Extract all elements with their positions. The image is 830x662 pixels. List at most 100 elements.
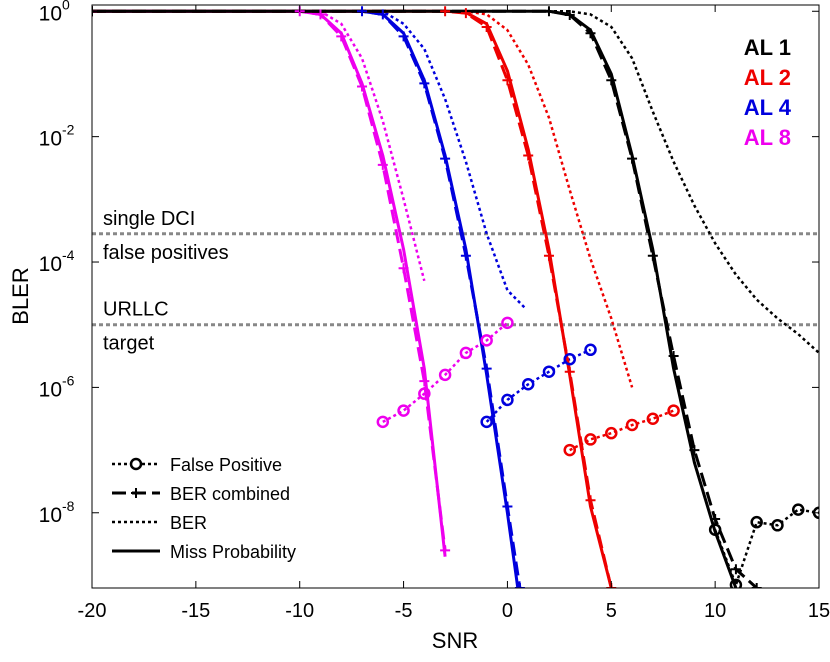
legend-style-label-0: False Positive (170, 455, 282, 475)
false-positive-marker-11-2 (605, 426, 618, 440)
plus-marker-13-1 (543, 6, 554, 17)
y-tick-label-1: 10 (39, 128, 62, 151)
y-tick-exponent-4: -8 (62, 498, 75, 514)
plus-marker-5-9 (514, 583, 525, 588)
plus-marker-9-2 (460, 8, 471, 19)
reference-labels: single DCI false positives URLLC target (103, 208, 229, 355)
plus-marker-1-6 (398, 263, 409, 274)
false-positive-marker-7-2 (521, 378, 535, 391)
series-line-al1-ber (92, 10, 819, 354)
false-positive-marker-15-0 (708, 523, 722, 536)
false-positive-marker-7-3 (542, 365, 556, 378)
false-positive-marker-3-5 (480, 334, 493, 347)
reference-label-top-1: URLLC (103, 299, 169, 321)
legend-style-label-1: BER combined (170, 484, 290, 504)
plus-marker-9-4 (502, 75, 513, 86)
series-line-al2-ber (92, 10, 634, 388)
false-positive-marker-7-5 (584, 343, 597, 357)
plus-marker-5-4 (419, 78, 430, 89)
legend-style-marker-1 (131, 488, 141, 498)
y-tick-exponent-1: -2 (62, 122, 75, 138)
plus-marker-13-7 (668, 351, 679, 362)
plus-marker-1-4 (357, 81, 368, 92)
plot-frame (91, 4, 820, 589)
al-legend: AL 1 AL 2 AL 4 AL 8 (744, 35, 792, 150)
x-tick-label-5: 5 (606, 600, 617, 622)
plus-marker-13-6 (647, 250, 658, 261)
false-positive-marker-3-4 (459, 346, 473, 360)
false-positive-marker-3-6 (501, 316, 514, 330)
y-tick-exponent-2: -4 (62, 247, 75, 263)
reference-label-bottom-1: target (103, 333, 155, 355)
x-axis-label: SNR (432, 628, 478, 653)
plus-marker-1-5 (377, 159, 388, 170)
plus-marker-9-7 (564, 366, 575, 377)
false-positive-marker-15-3 (771, 519, 784, 532)
false-positive-marker-3-0 (376, 415, 390, 429)
style-legend: False Positive BER combined BER Miss Probab… (112, 455, 296, 562)
plus-marker-9-6 (543, 250, 554, 261)
false-positive-marker-11-5 (667, 404, 680, 417)
plus-marker-13-8 (689, 445, 700, 456)
x-tick-label-0: -20 (78, 600, 107, 622)
plus-marker-5-6 (460, 250, 471, 261)
y-tick-exponent-3: -6 (62, 372, 75, 388)
false-positive-marker-15-4 (791, 503, 805, 516)
plus-marker-13-9 (710, 514, 721, 525)
series-line-al1-ber-combined (92, 9, 758, 588)
y-tick-label-2: 10 (39, 253, 62, 276)
plus-marker-5-5 (440, 153, 451, 164)
false-positive-marker-15-1 (729, 578, 743, 588)
reference-label-bottom-0: false positives (103, 242, 229, 264)
series-line-al1-false-positive (713, 508, 819, 587)
plus-marker-5-3 (398, 31, 409, 42)
plot-background (92, 5, 819, 588)
x-tick-label-3: -5 (395, 600, 413, 622)
false-positive-marker-3-1 (397, 404, 410, 417)
y-tick-label-4: 10 (39, 504, 62, 527)
false-positive-marker-11-3 (625, 418, 639, 432)
false-positive-marker-11-1 (584, 433, 597, 446)
plus-marker-13-3 (585, 28, 596, 39)
series-line-al8-false-positive (382, 321, 509, 423)
plus-marker-5-1 (357, 6, 368, 17)
plus-marker-9-5 (523, 150, 534, 161)
plus-marker-1-3 (336, 31, 347, 42)
y-tick-label-0: 10 (39, 2, 62, 25)
legend-style-label-3: Miss Probability (170, 542, 296, 562)
reference-label-top-0: single DCI (103, 208, 195, 230)
series-line-al4-ber-combined (92, 9, 522, 588)
plus-marker-5-7 (481, 363, 492, 374)
plus-marker-13-2 (564, 10, 575, 21)
false-positive-marker-11-0 (563, 443, 576, 457)
plus-marker-13-11 (751, 583, 762, 588)
plus-marker-9-8 (585, 495, 596, 506)
plus-marker-9-3 (481, 21, 492, 32)
x-tick-label-2: -10 (285, 600, 314, 622)
legend-al-3: AL 8 (744, 125, 791, 150)
y-tick-exponent-0: 0 (62, 0, 70, 12)
false-positive-marker-3-3 (438, 368, 452, 382)
plus-marker-1-2 (315, 9, 326, 20)
legend-style-marker-0 (129, 457, 143, 471)
markers-group (92, 6, 819, 588)
false-positive-marker-7-1 (501, 393, 514, 407)
plus-marker-1-7 (419, 376, 430, 387)
plus-marker-1-8 (440, 545, 451, 556)
plus-marker-13-10 (730, 564, 741, 575)
legend-style-label-2: BER (170, 513, 207, 533)
false-positive-marker-15-2 (750, 515, 763, 529)
plus-marker-5-2 (377, 9, 388, 20)
legend-al-2: AL 4 (744, 95, 792, 120)
series-line-al4-ber (92, 10, 527, 310)
plus-marker-13-4 (606, 75, 617, 86)
x-tick-label-1: -15 (181, 600, 210, 622)
plus-marker-13-5 (627, 153, 638, 164)
false-positive-marker-3-2 (418, 387, 431, 400)
reference-lines (92, 232, 819, 327)
x-tick-label-7: 15 (808, 600, 830, 622)
legend-al-1: AL 2 (744, 65, 791, 90)
